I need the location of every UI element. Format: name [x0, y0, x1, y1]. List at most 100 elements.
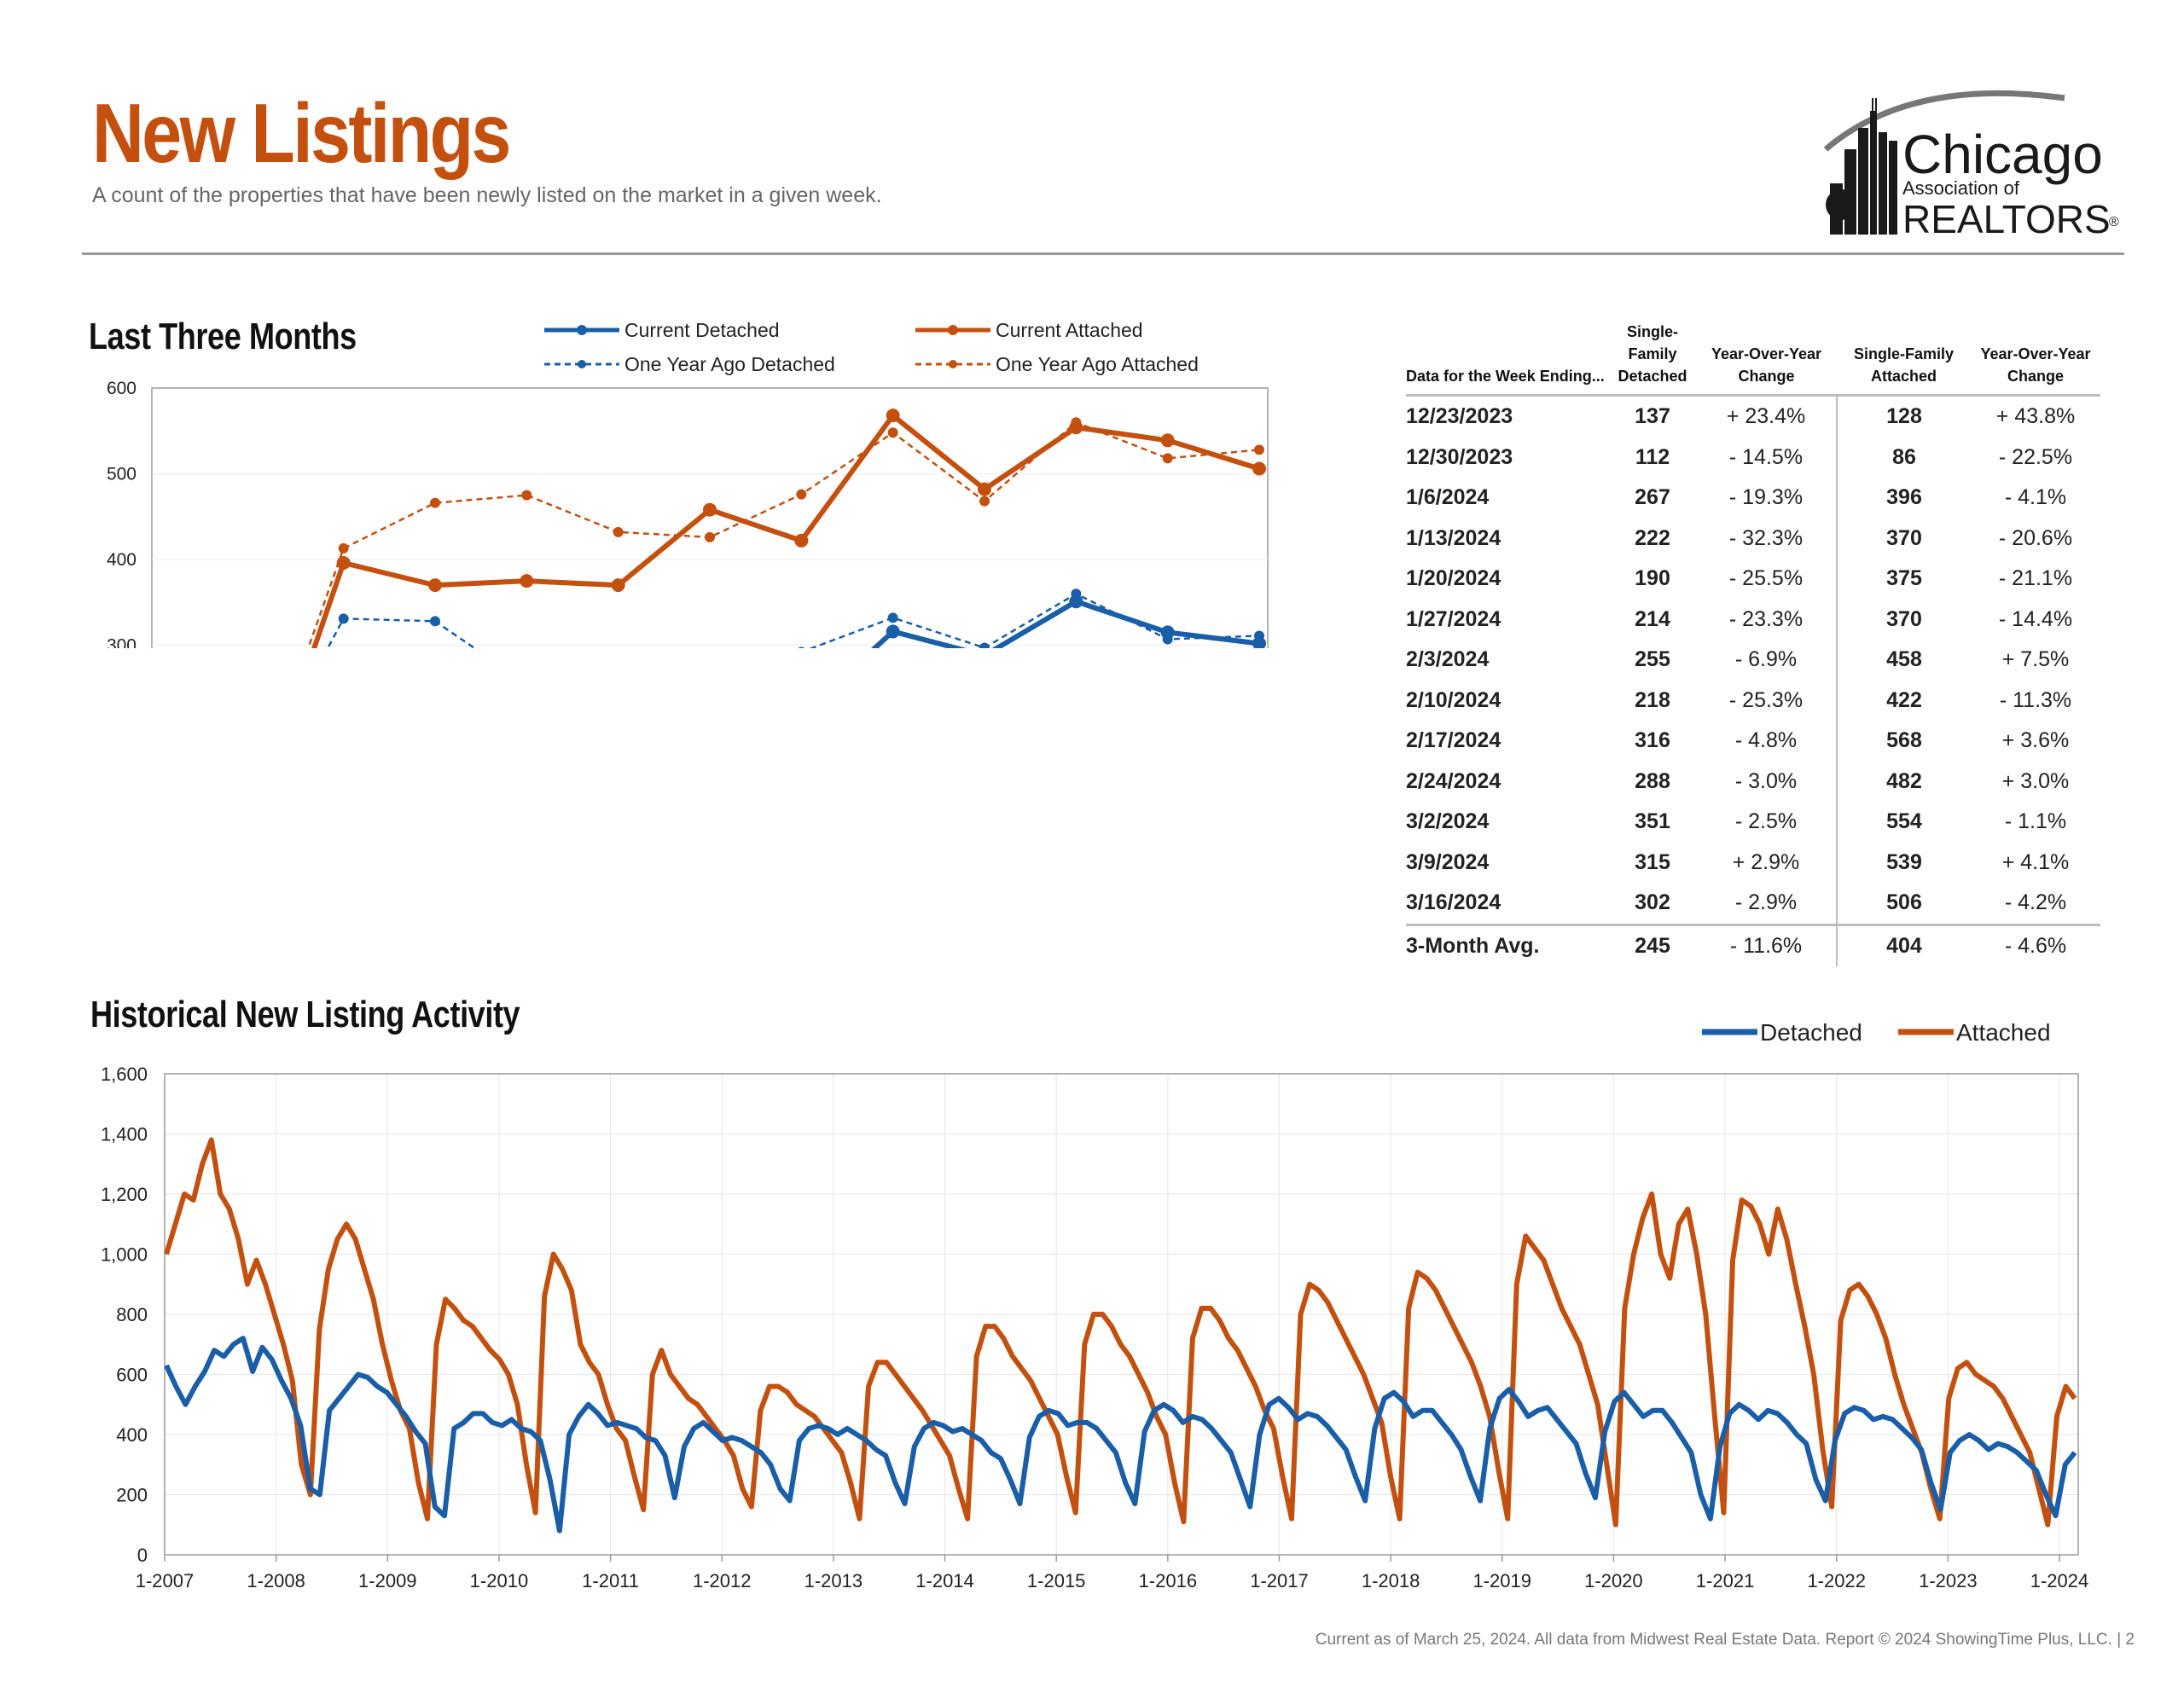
chart2-x-tick: 1-2022 [1807, 1570, 1866, 1591]
chart1-point-current-attached [1252, 461, 1266, 476]
logo-chicago: Chicago [1902, 124, 2103, 185]
new-listings-table: Data for the Week Ending... Single-Famil… [1406, 321, 2100, 966]
table-cell-week: 2/3/2024 [1406, 647, 1490, 672]
header-rule [82, 252, 2124, 255]
table-cell-attached-change: - 14.4% [1998, 606, 2073, 631]
table-cell-week: 12/23/2023 [1406, 404, 1513, 429]
table-cell-attached-change: + 3.0% [2001, 768, 2070, 793]
chart1-point-current-detached [1252, 636, 1266, 648]
header-week: Data for the Week Ending... [1406, 321, 1609, 397]
table-cell-detached-change: - 32.3% [1728, 525, 1804, 550]
table-cell-attached: 370 [1836, 518, 1971, 559]
chart1-point-one-year-ago-attached [1162, 453, 1173, 464]
table-cell-attached: 506 [1836, 883, 1971, 925]
chart1-point-one-year-ago-detached [798, 646, 805, 648]
chart1-point-one-year-ago-attached [979, 496, 990, 507]
legend-label-year-ago-attached: One Year Ago Attached [996, 353, 1199, 375]
table-cell-attached-change: - 21.1% [1998, 566, 2073, 591]
table-cell-week: 2/10/2024 [1406, 687, 1502, 712]
table-cell-week: 2/24/2024 [1406, 768, 1502, 793]
table-cell-detached: 222 [1635, 525, 1670, 550]
chart1-point-one-year-ago-attached [430, 497, 440, 508]
table-cell-week: 3/16/2024 [1406, 890, 1502, 915]
chart2-series-attached [164, 1137, 2077, 1528]
chart1-point-one-year-ago-detached [430, 616, 440, 627]
chart2-x-tick: 1-2019 [1473, 1570, 1532, 1591]
table-cell-week: 1/13/2024 [1406, 525, 1502, 550]
table-row: 1/27/2024 214 - 23.3% 370 - 14.4% [1406, 599, 2100, 640]
table-cell-attached: 458 [1836, 640, 1971, 681]
chart2-x-tick: 1-2015 [1027, 1570, 1086, 1591]
chart2-y-tick: 600 [116, 1365, 148, 1386]
chart1-point-current-attached [978, 482, 991, 496]
table-cell-detached-change: + 23.4% [1726, 404, 1806, 429]
table-row: 3/9/2024 315 + 2.9% 539 + 4.1% [1406, 842, 2100, 883]
chart1-point-one-year-ago-attached [521, 490, 532, 501]
section-title-three-months: Last Three Months [89, 316, 357, 357]
chart1-point-one-year-ago-attached [796, 489, 807, 500]
table-cell-detached-change: + 2.9% [1732, 849, 1800, 874]
header-sf-attached: Single-Family Attached [1837, 321, 1971, 397]
table-cell-detached: 214 [1635, 606, 1670, 631]
chart2-x-tick: 1-2021 [1696, 1570, 1755, 1591]
table-cell-detached-change: - 11.6% [1696, 923, 1837, 966]
chart1-point-current-attached [428, 578, 442, 593]
table-cell-attached: 539 [1836, 842, 1971, 883]
table-cell-detached-change: - 14.5% [1728, 444, 1804, 469]
table-cell-attached-change: - 22.5% [1998, 444, 2073, 469]
table-cell-detached: 351 [1635, 809, 1670, 834]
table-cell-attached: 128 [1836, 395, 1971, 438]
chart1-point-current-attached [336, 556, 351, 571]
table-cell-week: 12/30/2023 [1406, 444, 1513, 469]
table-row: 2/24/2024 288 - 3.0% 482 + 3.0% [1406, 761, 2100, 802]
table-cell-detached-change: - 23.3% [1728, 606, 1804, 631]
table-cell-attached: 482 [1836, 761, 1971, 802]
table-cell-detached: 218 [1635, 687, 1670, 712]
chart1-point-current-attached [611, 578, 625, 593]
chart2-y-tick: 1,600 [101, 1064, 148, 1085]
chart1-y-tick: 400 [107, 550, 136, 570]
logo-registered-mark: ® [2109, 215, 2119, 229]
logo-realtors: REALTORS [1902, 197, 2111, 241]
chart2-x-tick: 1-2009 [358, 1570, 417, 1591]
chart1-point-current-attached [1069, 420, 1083, 435]
table-row: 3/2/2024 351 - 2.5% 554 - 1.1% [1406, 802, 2100, 843]
page-subtitle: A count of the properties that have been… [92, 183, 882, 207]
chart2-plot-frame [164, 1073, 2079, 1556]
table-cell-detached: 245 [1609, 923, 1696, 966]
table-cell-detached-change: - 4.8% [1734, 728, 1798, 753]
chart2-x-tick: 1-2012 [693, 1570, 752, 1591]
table-cell-detached-change: - 2.5% [1734, 809, 1798, 834]
table-row: 1/20/2024 190 - 25.5% 375 - 21.1% [1406, 559, 2100, 600]
historical-chart: Detached Attached 0 200 400 600 800 1,000 1,20… [101, 1019, 2088, 1591]
table-average-row: 3-Month Avg. 245- 11.6% 404- 4.6% [1406, 923, 2100, 966]
table-cell-detached-change: - 25.5% [1728, 566, 1804, 591]
table-cell-attached-change: - 1.1% [2004, 809, 2067, 834]
table-cell-attached-change: - 4.1% [2004, 485, 2067, 510]
table-header-row: Data for the Week Ending... Single-Famil… [1406, 321, 2100, 397]
table-cell-attached-change: + 43.8% [1995, 404, 2076, 429]
chicago-realtors-logo: Chicago Association of REALTORS ® [1823, 90, 2119, 241]
chart2-x-tick: 1-2013 [804, 1570, 863, 1591]
table-cell-detached-change: - 3.0% [1734, 768, 1798, 793]
legend-label-current-detached: Current Detached [624, 319, 780, 341]
table-row: 1/13/2024 222 - 32.3% 370 - 20.6% [1406, 518, 2100, 559]
table-cell-attached-change: + 4.1% [2001, 849, 2070, 874]
table-row: 1/6/2024 267 - 19.3% 396 - 4.1% [1406, 478, 2100, 519]
table-cell-week: 1/6/2024 [1406, 485, 1490, 510]
chart2-x-tick: 1-2014 [915, 1570, 974, 1591]
table-cell-week: 3/2/2024 [1406, 809, 1490, 834]
chart2-y-tick: 0 [137, 1545, 148, 1566]
chart1-point-current-detached [1069, 594, 1083, 609]
chart1-point-current-attached [886, 409, 900, 423]
table-cell-week: 3/9/2024 [1406, 849, 1490, 874]
chart1-point-current-detached [1160, 625, 1175, 640]
chart2-y-tick: 1,400 [101, 1124, 148, 1145]
chart1-point-current-attached [1160, 433, 1175, 448]
table-cell-detached-change: - 2.9% [1734, 890, 1798, 915]
table-cell-detached-change: - 6.9% [1734, 647, 1798, 672]
three-month-chart: Current Detached One Year Ago Detached C… [107, 319, 1269, 648]
chart2-x-tick: 1-2008 [247, 1570, 305, 1591]
table-cell-attached-change: - 4.2% [2004, 890, 2067, 915]
legend-label-detached: Detached [1760, 1019, 1862, 1046]
